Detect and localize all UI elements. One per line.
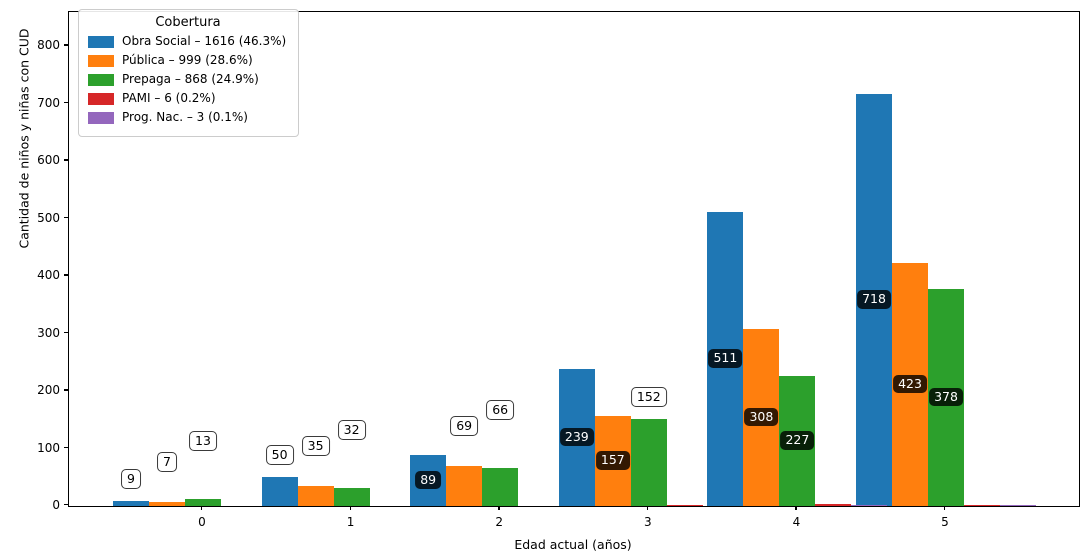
- bar-prog-nac--age-5: [1000, 505, 1036, 506]
- y-tick-label: 0: [52, 498, 60, 512]
- bar-obra-social-age-0: [113, 501, 149, 506]
- legend-swatch-icon: [88, 111, 114, 124]
- y-tick-label: 600: [37, 153, 60, 168]
- bar-value-label: 718: [857, 290, 891, 309]
- bar-pami-age-4: [815, 504, 851, 506]
- bar-prepaga-age-3: [631, 419, 667, 506]
- bar-p-blica-age-0: [149, 502, 185, 506]
- y-tick-mark: [64, 216, 68, 219]
- legend-item: PAMI – 6 (0.2%): [88, 91, 288, 106]
- bar-value-label: 378: [929, 387, 963, 406]
- legend-items: Obra Social – 1616 (46.3%) Pública – 999 …: [88, 34, 288, 125]
- legend-item-label: Prepaga – 868 (24.9%): [122, 72, 259, 86]
- x-tick-mark: [349, 506, 351, 510]
- x-axis-label: Edad actual (años): [514, 537, 632, 552]
- legend-title: Cobertura: [155, 15, 221, 30]
- legend-item-label: Prog. Nac. – 3 (0.1%): [122, 110, 248, 124]
- legend-item-label: PAMI – 6 (0.2%): [122, 91, 216, 105]
- x-tick-mark: [795, 506, 797, 510]
- x-tick-label: 5: [941, 515, 949, 529]
- bar-value-label: 9: [121, 468, 141, 489]
- y-tick-mark: [64, 389, 68, 391]
- legend-swatch-icon: [88, 73, 114, 86]
- bar-value-label: 69: [450, 415, 479, 436]
- x-tick-label: 0: [198, 515, 206, 529]
- y-tick-label: 400: [37, 268, 60, 283]
- bar-prog-nac--age-4: [851, 505, 887, 506]
- bar-value-label: 511: [708, 349, 743, 368]
- x-tick-label: 3: [643, 515, 652, 529]
- bar-pami-age-3: [667, 505, 703, 506]
- bar-value-label: 152: [630, 386, 667, 407]
- legend-item: Obra Social – 1616 (46.3%): [88, 34, 288, 49]
- x-tick-mark: [498, 506, 500, 510]
- legend-item: Prog. Nac. – 3 (0.1%): [88, 110, 288, 125]
- x-tick-label: 1: [346, 515, 355, 529]
- legend-swatch-icon: [88, 92, 114, 105]
- legend-item: Prepaga – 868 (24.9%): [88, 72, 288, 87]
- bar-value-label: 35: [301, 435, 330, 456]
- y-tick-label: 300: [37, 325, 60, 340]
- bar-value-label: 308: [744, 407, 779, 426]
- bar-value-label: 157: [595, 451, 630, 470]
- bar-prepaga-age-2: [482, 468, 518, 506]
- bar-value-label: 239: [559, 427, 594, 446]
- legend-swatch-icon: [88, 35, 114, 48]
- y-tick-mark: [64, 274, 68, 276]
- y-tick-label: 100: [37, 440, 60, 455]
- bar-pami-age-5: [964, 505, 1000, 506]
- bar-prepaga-age-0: [185, 499, 221, 506]
- bar-obra-social-age-1: [262, 477, 298, 506]
- bar-value-label: 32: [337, 419, 366, 440]
- bar-p-blica-age-2: [446, 466, 482, 506]
- y-tick-mark: [64, 446, 68, 448]
- y-tick-mark: [64, 44, 68, 46]
- bar-value-label: 66: [486, 399, 515, 420]
- bar-p-blica-age-1: [298, 486, 334, 506]
- y-tick-label: 700: [37, 95, 60, 110]
- y-tick-mark: [64, 331, 68, 334]
- y-tick-mark: [64, 101, 68, 104]
- x-tick-mark: [646, 506, 649, 510]
- bar-value-label: 13: [189, 430, 217, 451]
- legend-item-label: Obra Social – 1616 (46.3%): [122, 34, 287, 48]
- bar-value-label: 227: [780, 431, 815, 450]
- y-tick-label: 500: [37, 210, 60, 225]
- y-tick-mark: [64, 159, 68, 161]
- bar-value-label: 50: [265, 444, 294, 465]
- x-tick-label: 4: [792, 515, 801, 529]
- y-tick-mark: [64, 504, 68, 506]
- bar-value-label: 7: [157, 451, 177, 472]
- x-tick-label: 2: [495, 515, 504, 529]
- legend: Cobertura Obra Social – 1616 (46.3%) Públ…: [78, 9, 299, 137]
- x-tick-mark: [944, 506, 946, 510]
- bar-value-label: 423: [893, 374, 927, 393]
- bar-value-label: 89: [415, 470, 442, 489]
- legend-item-label: Pública – 999 (28.6%): [122, 53, 253, 67]
- legend-swatch-icon: [88, 54, 114, 67]
- plot-area: 9 50 89 239 511 718 7 35 69 157 308 423 13 32 66 152 227…: [68, 11, 1080, 507]
- bar-prepaga-age-1: [334, 488, 370, 506]
- y-tick-label: 800: [37, 38, 60, 53]
- x-tick-mark: [201, 506, 203, 510]
- legend-item: Pública – 999 (28.6%): [88, 53, 288, 68]
- y-tick-label: 200: [37, 383, 60, 398]
